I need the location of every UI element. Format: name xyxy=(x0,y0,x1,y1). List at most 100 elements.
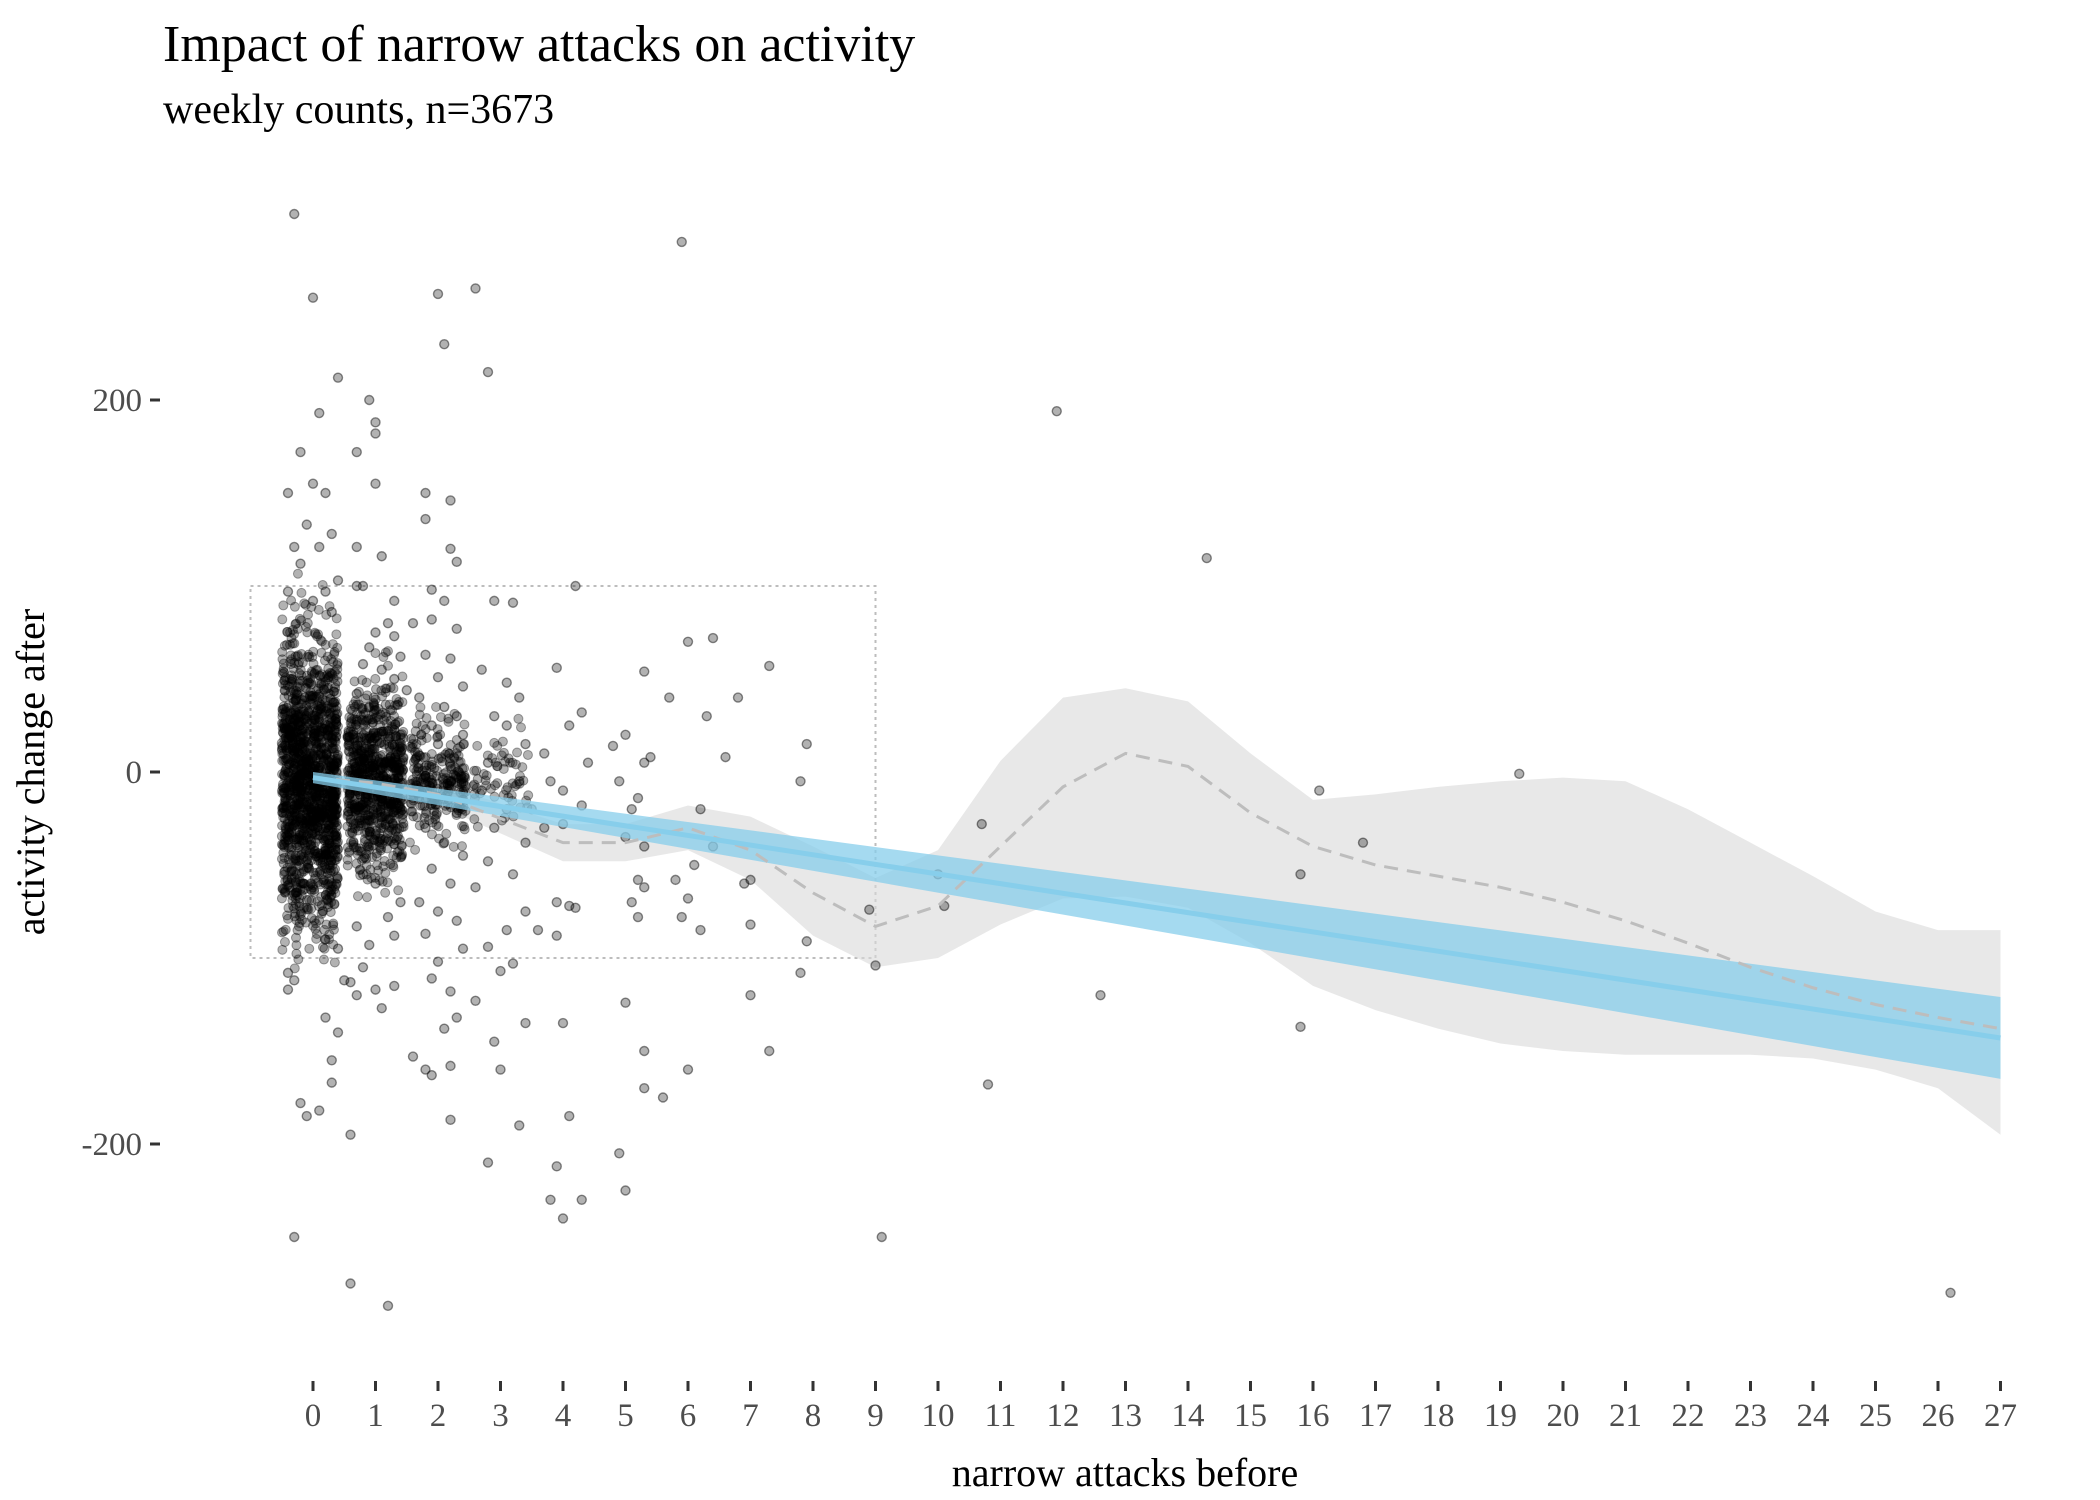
cluster-point xyxy=(314,804,325,815)
cluster-point xyxy=(324,929,335,940)
cluster-point xyxy=(280,732,291,743)
cluster-point xyxy=(320,742,331,753)
cluster-point xyxy=(278,720,289,731)
cluster-point xyxy=(317,793,328,804)
cluster-point xyxy=(358,753,369,764)
cluster-point xyxy=(291,838,302,849)
cluster-point xyxy=(295,793,306,804)
cluster-point xyxy=(360,803,371,814)
cluster-point xyxy=(284,822,295,833)
cluster-point xyxy=(300,599,311,610)
cluster-point xyxy=(304,799,315,810)
cluster-point xyxy=(313,817,324,828)
cluster-point xyxy=(290,808,301,819)
cluster-point xyxy=(296,785,307,796)
cluster-point xyxy=(398,733,409,744)
data-point xyxy=(489,822,500,833)
cluster-point xyxy=(355,797,366,808)
cluster-point xyxy=(324,786,335,797)
cluster-point xyxy=(284,821,295,832)
cluster-point xyxy=(349,842,360,853)
cluster-point xyxy=(304,765,315,776)
cluster-point xyxy=(392,699,403,710)
cluster-point xyxy=(290,695,301,706)
data-point xyxy=(382,618,394,629)
cluster-point xyxy=(327,804,338,815)
cluster-point xyxy=(326,842,337,853)
cluster-point xyxy=(395,802,406,813)
cluster-point xyxy=(332,851,343,862)
cluster-point xyxy=(289,716,300,727)
cluster-point xyxy=(305,726,316,737)
cluster-point xyxy=(448,841,459,852)
cluster-point xyxy=(380,770,391,781)
cluster-point xyxy=(306,698,317,709)
cluster-point xyxy=(327,851,338,862)
cluster-point xyxy=(322,683,333,694)
cluster-point xyxy=(326,761,337,772)
cluster-point xyxy=(320,639,331,650)
cluster-point xyxy=(394,823,405,834)
cluster-point xyxy=(322,788,333,799)
cluster-point xyxy=(326,786,337,797)
cluster-point xyxy=(315,703,326,714)
cluster-point xyxy=(280,766,291,777)
cluster-point xyxy=(281,718,292,729)
cluster-point xyxy=(289,911,300,922)
cluster-point xyxy=(318,755,329,766)
cluster-point xyxy=(285,686,296,697)
cluster-point xyxy=(292,887,303,898)
cluster-point xyxy=(293,743,304,754)
cluster-point xyxy=(315,708,326,719)
cluster-point xyxy=(279,723,290,734)
cluster-point xyxy=(354,764,365,775)
cluster-point xyxy=(356,728,367,739)
cluster-point xyxy=(383,798,394,809)
cluster-point xyxy=(377,763,388,774)
cluster-point xyxy=(287,728,298,739)
cluster-point xyxy=(307,821,318,832)
cluster-point xyxy=(290,850,301,861)
cluster-point xyxy=(382,731,393,742)
cluster-point xyxy=(346,716,357,727)
cluster-point xyxy=(293,746,304,757)
cluster-point xyxy=(343,725,354,736)
cluster-point xyxy=(302,814,313,825)
cluster-point xyxy=(287,693,298,704)
cluster-point xyxy=(277,803,288,814)
cluster-point xyxy=(279,733,290,744)
cluster-point xyxy=(288,685,299,696)
cluster-point xyxy=(398,818,409,829)
cluster-point xyxy=(298,780,309,791)
cluster-point xyxy=(282,875,293,886)
cluster-point xyxy=(331,687,342,698)
data-point xyxy=(414,692,425,703)
cluster-point xyxy=(426,762,437,773)
cluster-point xyxy=(284,730,295,741)
cluster-point xyxy=(279,722,290,733)
cluster-point xyxy=(295,911,306,922)
cluster-point xyxy=(318,787,329,798)
cluster-point xyxy=(384,742,395,753)
data-point xyxy=(445,1060,456,1072)
cluster-point xyxy=(304,812,315,823)
cluster-point xyxy=(298,704,309,715)
cluster-point xyxy=(320,849,331,860)
cluster-point xyxy=(307,808,318,819)
data-point xyxy=(364,642,375,653)
cluster-point xyxy=(375,833,386,844)
data-point xyxy=(745,990,756,1001)
cluster-point xyxy=(301,749,312,760)
cluster-point xyxy=(284,787,295,798)
cluster-point xyxy=(317,785,328,796)
cluster-point xyxy=(307,754,318,765)
cluster-point xyxy=(397,849,408,860)
cluster-point xyxy=(304,818,315,829)
cluster-point xyxy=(394,716,405,727)
cluster-point xyxy=(279,675,290,686)
cluster-point xyxy=(380,833,391,844)
cluster-point xyxy=(287,756,298,767)
cluster-point xyxy=(315,811,326,822)
cluster-point xyxy=(329,646,340,657)
